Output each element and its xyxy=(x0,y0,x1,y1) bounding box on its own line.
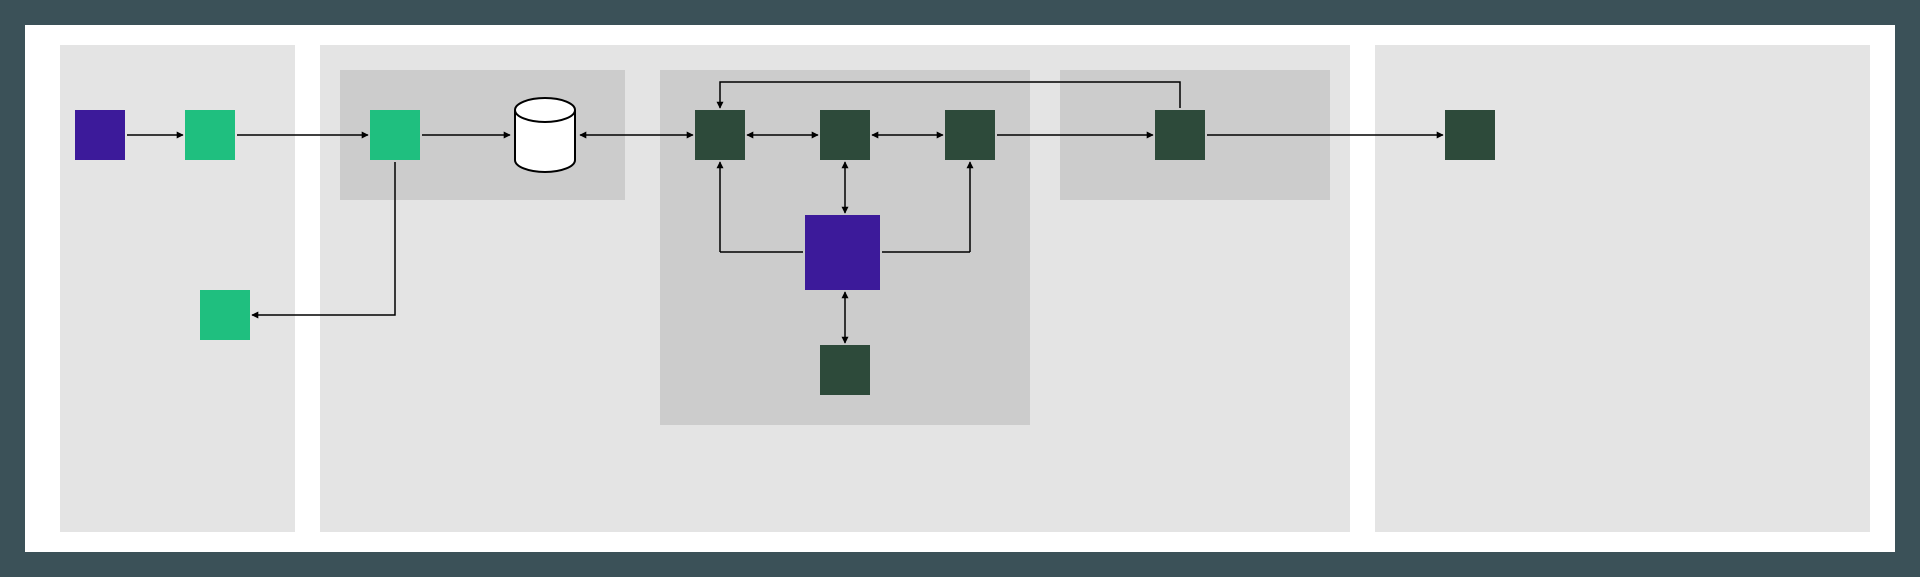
node-J xyxy=(1155,110,1205,160)
node-CY xyxy=(515,98,575,172)
node-H xyxy=(805,215,880,290)
node-G xyxy=(945,110,995,160)
node-C xyxy=(370,110,420,160)
diagram-svg xyxy=(0,0,1920,577)
node-F xyxy=(820,110,870,160)
node-B xyxy=(185,110,235,160)
node-K xyxy=(1445,110,1495,160)
node-D xyxy=(200,290,250,340)
node-E xyxy=(695,110,745,160)
node-A xyxy=(75,110,125,160)
node-I xyxy=(820,345,870,395)
diagram-canvas xyxy=(0,0,1920,577)
